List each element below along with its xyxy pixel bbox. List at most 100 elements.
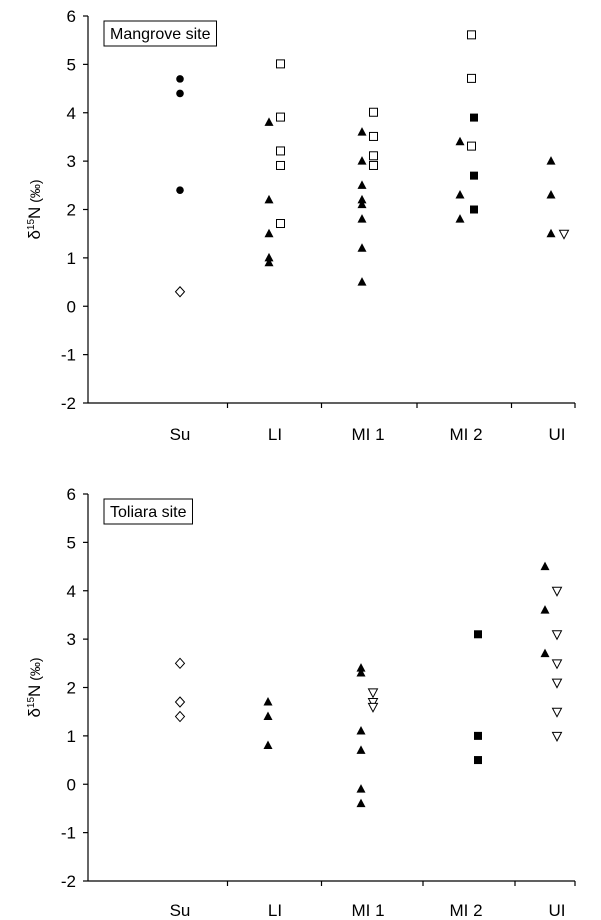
data-point-square-filled	[470, 171, 478, 180]
data-point-triangle-filled	[263, 740, 273, 750]
data-point-triangle-filled	[356, 745, 366, 754]
data-point-square-filled	[474, 630, 482, 639]
series-square-filled	[470, 113, 478, 214]
data-point-square-open	[276, 160, 285, 170]
data-point-triangle-filled	[540, 648, 550, 658]
data-point-triangle-filled	[357, 199, 367, 209]
y-tick-label: 6	[67, 7, 76, 26]
data-point-triangle-down-open	[551, 731, 563, 742]
y-axis-label: δ15N (‰)	[25, 657, 44, 717]
data-point-triangle-filled	[264, 194, 274, 204]
data-point-square-open	[276, 219, 285, 229]
data-point-square-filled	[474, 731, 482, 740]
data-point-triangle-down-open	[551, 707, 563, 718]
y-tick-label: -1	[61, 346, 76, 365]
x-category-label: LI	[268, 425, 282, 444]
data-point-diamond-open	[174, 657, 186, 670]
data-point-square-filled	[474, 756, 482, 765]
data-point-triangle-filled	[546, 189, 556, 199]
panel-1: -2 -1 0 1 2 3 4 5 6 Su LI MI 1 MI 2 UI δ15N (‰) Mangrov…	[25, 7, 576, 444]
y-tick-label: -1	[61, 824, 76, 843]
y-tick-label: 4	[67, 582, 76, 601]
x-category-label: MI 1	[351, 901, 384, 920]
series-square-filled	[474, 630, 482, 765]
data-point-square-open	[467, 141, 476, 151]
data-point-triangle-filled	[357, 180, 367, 189]
chart-title-text: Mangrove site	[110, 26, 211, 43]
data-point-triangle-down-open	[551, 586, 563, 597]
data-point-triangle-filled	[356, 784, 366, 793]
data-point-triangle-filled	[357, 277, 367, 286]
data-point-triangle-filled	[357, 243, 367, 252]
data-point-triangle-filled	[540, 561, 550, 571]
y-tick-label: 1	[67, 249, 76, 268]
y-tick-label: 2	[67, 679, 76, 698]
data-point-triangle-down-open	[367, 698, 379, 709]
data-point-triangle-filled	[264, 228, 274, 238]
data-point-triangle-down-open	[551, 659, 563, 670]
chart-title: Mangrove site	[103, 20, 217, 47]
series-diamond-open	[174, 657, 186, 723]
data-point-triangle-filled	[455, 189, 465, 199]
data-point-triangle-filled	[264, 117, 274, 126]
x-category-label: UI	[549, 901, 566, 920]
x-category-label: MI 2	[449, 425, 482, 444]
series-triangle-down-open	[558, 229, 570, 240]
data-point-square-open	[369, 107, 378, 117]
y-tick-label: -2	[61, 394, 76, 413]
x-category-label: Su	[170, 425, 191, 444]
y-tick-label: -2	[61, 872, 76, 891]
chart-title-box	[103, 498, 193, 525]
chart-title: Toliara site	[103, 498, 193, 525]
series-triangle-filled	[264, 117, 556, 286]
y-tick-label: 1	[67, 727, 76, 746]
series-triangle-down-open	[367, 586, 563, 742]
data-point-triangle-filled	[356, 667, 366, 677]
series-square-open	[276, 30, 476, 229]
y-tick-label: 5	[67, 55, 76, 74]
y-tick-label: 4	[67, 104, 76, 123]
data-point-triangle-filled	[455, 214, 465, 223]
y-tick-label: 2	[67, 201, 76, 220]
data-point-square-open	[369, 131, 378, 141]
data-point-triangle-filled	[263, 711, 273, 721]
data-point-triangle-filled	[540, 605, 550, 614]
data-point-triangle-filled	[357, 194, 367, 204]
data-point-triangle-filled	[357, 127, 367, 136]
series-diamond-open	[174, 285, 186, 298]
data-point-triangle-filled	[357, 214, 367, 223]
chart-title-box	[103, 20, 217, 47]
data-point-diamond-open	[174, 696, 186, 708]
data-point-square-open	[276, 146, 285, 156]
chart-title-text: Toliara site	[110, 504, 187, 521]
y-tick-label: 0	[67, 775, 76, 794]
y-tick-label: 5	[67, 533, 76, 552]
y-tick-label: 6	[67, 485, 76, 504]
data-point-triangle-filled	[546, 156, 556, 165]
data-point-circle-filled	[176, 186, 184, 194]
data-point-triangle-down-open	[551, 678, 563, 689]
data-point-diamond-open	[174, 710, 186, 723]
data-point-square-open	[276, 59, 285, 69]
data-point-triangle-down-open	[551, 630, 563, 641]
data-point-circle-filled	[176, 75, 184, 83]
data-point-square-open	[467, 30, 476, 40]
x-category-label: UI	[549, 425, 566, 444]
data-point-triangle-filled	[356, 726, 366, 735]
y-tick-label: 3	[67, 152, 76, 171]
data-point-triangle-filled	[455, 136, 465, 146]
y-tick-label: 0	[67, 297, 76, 316]
data-point-square-filled	[470, 205, 478, 214]
x-category-label: Su	[170, 901, 191, 920]
data-point-triangle-filled	[263, 697, 273, 706]
data-point-triangle-filled	[264, 252, 274, 262]
series-triangle-filled	[263, 561, 550, 808]
data-point-triangle-filled	[264, 257, 274, 267]
data-point-square-filled	[470, 113, 478, 122]
data-point-triangle-filled	[546, 228, 556, 238]
data-point-triangle-filled	[356, 663, 366, 672]
y-tick-label: 3	[67, 630, 76, 649]
data-point-triangle-filled	[356, 798, 366, 808]
data-point-square-open	[467, 73, 476, 83]
